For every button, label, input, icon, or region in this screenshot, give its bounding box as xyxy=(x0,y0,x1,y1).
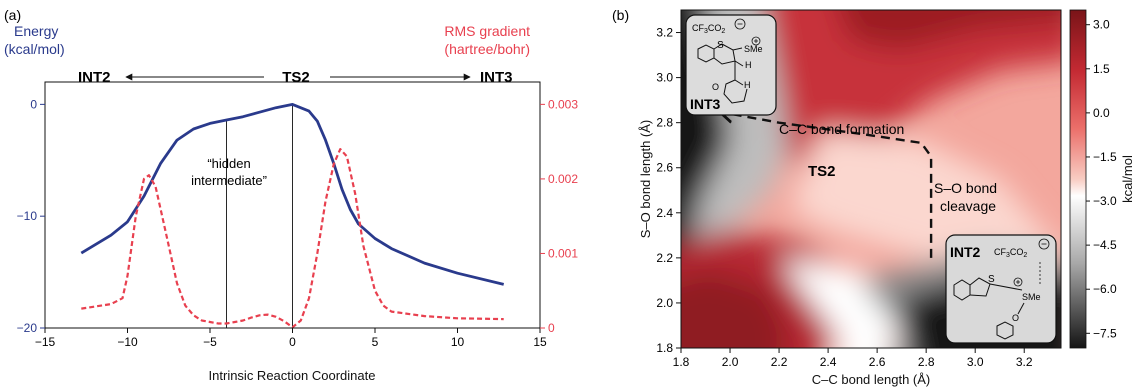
left-y-axis-ticks: 0 −10 −20 xyxy=(17,97,45,335)
panel-a-label: (a) xyxy=(4,7,21,23)
right-y-tick-label-3: 0 xyxy=(548,321,555,335)
surface-x-tick-label-1: 2.0 xyxy=(722,355,739,369)
x-tick-label-5: 10 xyxy=(451,335,465,349)
reference-lines xyxy=(226,104,293,328)
colorbar-tick-label-5: −4.5 xyxy=(1093,238,1117,252)
surface-y-tick-label-5: 2.8 xyxy=(656,116,673,130)
so-cleavage-line2: cleavage xyxy=(940,198,996,214)
int3-h-atom-2: H xyxy=(744,80,751,90)
colorbar-tick-label-2: 0.0 xyxy=(1093,106,1110,120)
int3-h-atom-1: H xyxy=(745,60,752,70)
hidden-intermediate-line2: intermediate” xyxy=(191,173,267,188)
right-axis-title-line1: RMS gradient xyxy=(444,23,530,39)
surface-x-tick-label-4: 2.6 xyxy=(869,355,886,369)
right-y-tick-label-0: 0.003 xyxy=(548,97,578,111)
int3-label: INT3 xyxy=(480,69,513,86)
panel-b-label: (b) xyxy=(612,7,629,23)
int2-o-atom: O xyxy=(1012,313,1019,323)
left-axis-title-line1: Energy xyxy=(14,23,58,39)
colorbar-tick-label-7: −7.5 xyxy=(1093,326,1117,340)
int3-sme-group: SMe xyxy=(744,44,763,54)
surface-y-tick-label-0: 1.8 xyxy=(656,341,673,355)
surface-y-ticks: 1.8 2.0 2.2 2.4 2.6 2.8 3.0 3.2 xyxy=(656,26,681,355)
surface-y-tick-label-1: 2.0 xyxy=(656,296,673,310)
colorbar-label: kcal/mol xyxy=(1120,155,1135,203)
int2-anion-label: CF3CO2 xyxy=(994,247,1027,259)
surface-x-tick-label-6: 3.0 xyxy=(967,355,984,369)
surface-x-tick-label-5: 2.8 xyxy=(918,355,935,369)
int2-anion-charge xyxy=(1038,238,1050,250)
int3-anion-charge xyxy=(734,18,746,30)
int3-o-atom: O xyxy=(712,82,719,92)
colorbar-tick-label-1: 1.5 xyxy=(1093,62,1110,76)
surface-x-tick-label-2: 2.2 xyxy=(771,355,788,369)
x-tick-label-0: −15 xyxy=(35,335,56,349)
int3-structure-inset: CF3CO2 S SMe H H O INT3 xyxy=(685,14,777,116)
rms-gradient-line xyxy=(81,148,504,328)
x-tick-label-2: −5 xyxy=(203,335,217,349)
colorbar-tick-label-3: −1.5 xyxy=(1093,150,1117,164)
energy-line xyxy=(80,103,505,286)
ts2-surface-label: TS2 xyxy=(808,163,836,180)
int2-s-atom: S xyxy=(988,274,995,285)
left-y-tick-label-0: 0 xyxy=(30,97,37,111)
x-axis-ticks: −15 −10 −5 0 5 10 15 xyxy=(35,328,547,349)
colorbar-ticks: 3.0 1.5 0.0 −1.5 −3.0 −4.5 −6.0 −7.5 xyxy=(1086,18,1117,340)
left-y-tick-label-1: −10 xyxy=(17,209,38,223)
surface-y-tick-label-3: 2.4 xyxy=(656,206,673,220)
colorbar-tick-label-0: 3.0 xyxy=(1093,18,1110,32)
surface-y-tick-label-7: 3.2 xyxy=(656,26,673,40)
int2-inset-label: INT2 xyxy=(950,244,981,260)
surface-y-axis-label: S–O bond length (Å) xyxy=(638,120,653,239)
colorbar-tick-label-4: −3.0 xyxy=(1093,194,1117,208)
int2-phenyl-ring xyxy=(996,321,1014,340)
left-y-tick-label-2: −20 xyxy=(17,321,38,335)
x-axis-label: Intrinsic Reaction Coordinate xyxy=(209,368,376,383)
so-cleavage-line1: S–O bond xyxy=(934,180,997,196)
right-y-tick-label-1: 0.002 xyxy=(548,172,578,186)
int2-structure-inset: INT2 CF3CO2 S SMe O xyxy=(945,234,1057,344)
surface-x-tick-label-3: 2.4 xyxy=(820,355,837,369)
x-tick-label-6: 15 xyxy=(533,335,547,349)
int3-inset-label: INT3 xyxy=(690,96,721,112)
surface-x-axis-label: C–C bond length (Å) xyxy=(812,372,931,387)
right-y-tick-label-2: 0.001 xyxy=(548,246,578,260)
surface-x-ticks: 1.8 2.0 2.2 2.4 2.6 2.8 3.0 3.2 xyxy=(673,348,1033,369)
plot-series xyxy=(80,103,505,328)
int3-anion-label: CF3CO2 xyxy=(692,23,725,35)
x-tick-label-3: 0 xyxy=(289,335,296,349)
colorbar xyxy=(1069,9,1087,349)
right-y-axis-ticks: 0.003 0.002 0.001 0 xyxy=(540,97,578,335)
x-tick-label-4: 5 xyxy=(372,335,379,349)
int2-cation-charge xyxy=(1013,277,1023,287)
surface-x-tick-label-7: 3.2 xyxy=(1016,355,1033,369)
surface-y-tick-label-4: 2.6 xyxy=(656,161,673,175)
surface-y-tick-label-2: 2.2 xyxy=(656,251,673,265)
hidden-intermediate-line1: “hidden xyxy=(207,156,250,171)
panel-b-frame xyxy=(680,9,1062,349)
colorbar-tick-label-6: −6.0 xyxy=(1093,282,1117,296)
int3-cation-charge xyxy=(751,36,761,46)
panel-a: (a) Energy (kcal/mol) RMS gradient (hart… xyxy=(4,7,578,383)
cc-bond-formation-label: C–C bond formation xyxy=(779,121,904,137)
int2-label: INT2 xyxy=(78,69,111,86)
surface-y-tick-label-6: 3.0 xyxy=(656,71,673,85)
int3-s-atom: S xyxy=(717,40,724,51)
right-axis-title-line2: (hartree/bohr) xyxy=(444,41,530,57)
ts2-label: TS2 xyxy=(282,69,310,86)
panel-b: (b) C–C bond formation TS2 S–O bond clea… xyxy=(612,7,1135,387)
int2-sme-group: SMe xyxy=(1022,292,1041,302)
left-axis-title-line2: (kcal/mol) xyxy=(4,41,65,57)
x-tick-label-1: −10 xyxy=(117,335,138,349)
surface-x-tick-label-0: 1.8 xyxy=(673,355,690,369)
